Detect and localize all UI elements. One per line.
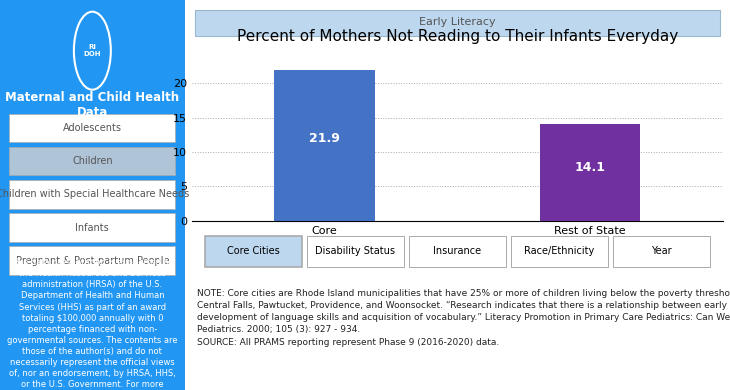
FancyBboxPatch shape — [511, 236, 608, 267]
FancyBboxPatch shape — [612, 236, 710, 267]
Text: This data presentation is supported by
the Health Resources and Services
adminis: This data presentation is supported by t… — [7, 258, 177, 389]
FancyBboxPatch shape — [195, 10, 720, 36]
Text: Adolescents: Adolescents — [63, 123, 122, 133]
Text: Race/Ethnicity: Race/Ethnicity — [524, 246, 594, 256]
Text: NOTE: Core cities are Rhode Island municipalities that have 25% or more of child: NOTE: Core cities are Rhode Island munic… — [197, 289, 730, 347]
Text: Infants: Infants — [75, 223, 110, 232]
FancyBboxPatch shape — [9, 246, 175, 275]
Text: 14.1: 14.1 — [575, 161, 605, 174]
Text: Year: Year — [651, 246, 672, 256]
FancyBboxPatch shape — [9, 213, 175, 242]
Text: 21.9: 21.9 — [310, 131, 340, 145]
FancyBboxPatch shape — [205, 236, 302, 267]
Bar — [539, 124, 640, 221]
Text: Insurance: Insurance — [434, 246, 481, 256]
FancyBboxPatch shape — [9, 180, 175, 209]
Text: Children: Children — [72, 156, 112, 166]
Text: Core Cities: Core Cities — [227, 246, 280, 256]
Bar — [274, 70, 375, 221]
Text: Early Literacy: Early Literacy — [419, 17, 496, 27]
FancyBboxPatch shape — [409, 236, 506, 267]
Text: Children with Special Healthcare Needs: Children with Special Healthcare Needs — [0, 190, 189, 199]
FancyBboxPatch shape — [307, 236, 404, 267]
Text: RI
DOH: RI DOH — [84, 44, 101, 57]
FancyBboxPatch shape — [9, 147, 175, 176]
FancyBboxPatch shape — [9, 114, 175, 142]
Text: Pregnant & Post-partum People: Pregnant & Post-partum People — [15, 256, 169, 266]
Title: Percent of Mothers Not Reading to Their Infants Everyday: Percent of Mothers Not Reading to Their … — [237, 29, 678, 44]
Text: Disability Status: Disability Status — [315, 246, 396, 256]
Text: Maternal and Child Health Data: Maternal and Child Health Data — [5, 91, 180, 119]
FancyBboxPatch shape — [0, 0, 185, 390]
